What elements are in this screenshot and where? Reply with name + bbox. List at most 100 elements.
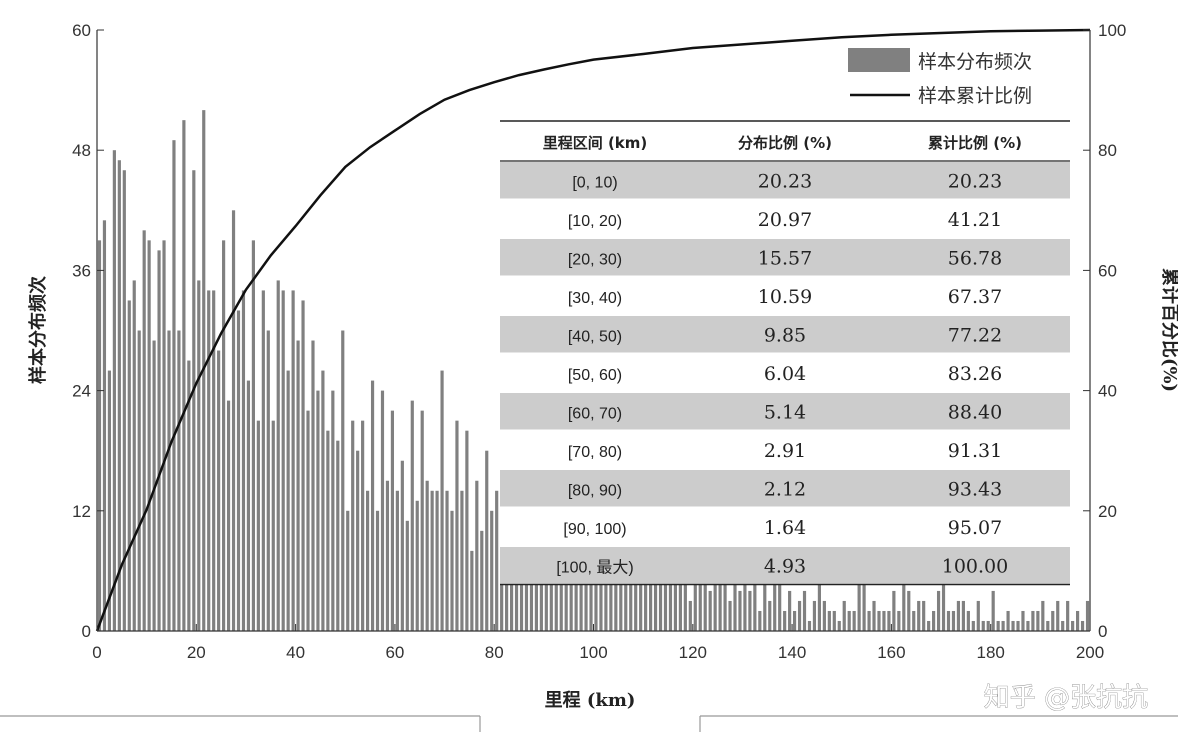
histogram-bar bbox=[276, 280, 280, 631]
histogram-bar bbox=[122, 170, 126, 632]
table-cell: [70, 80) bbox=[568, 444, 622, 461]
table-header-cell: 累计比例 (%) bbox=[928, 134, 1022, 152]
y-axis-right-title: 累计百分比(%) bbox=[1159, 268, 1178, 392]
table-cell: 20.23 bbox=[758, 170, 812, 192]
histogram-bar bbox=[936, 590, 941, 631]
histogram-bar bbox=[887, 610, 891, 631]
legend-bar-label: 样本分布频次 bbox=[918, 51, 1032, 73]
histogram-bar bbox=[996, 620, 1000, 631]
histogram-bar bbox=[370, 380, 375, 631]
y-axis-left-title: 样本分布频次 bbox=[27, 276, 49, 384]
histogram-bar bbox=[1061, 620, 1065, 631]
table-cell: 5.14 bbox=[764, 401, 806, 423]
histogram-bar bbox=[956, 600, 961, 631]
table-row-stripe bbox=[500, 162, 1070, 199]
histogram-bar bbox=[470, 550, 474, 631]
histogram-bar bbox=[604, 560, 608, 631]
histogram-bar bbox=[241, 290, 246, 631]
histogram-bar bbox=[147, 240, 151, 631]
table-cell: 93.43 bbox=[948, 478, 1002, 500]
histogram-bar bbox=[301, 300, 305, 631]
histogram-bar bbox=[892, 590, 896, 631]
histogram-bar bbox=[212, 290, 216, 631]
table-cell: 41.21 bbox=[948, 209, 1002, 231]
table-cell: 20.97 bbox=[758, 209, 812, 231]
histogram-bar bbox=[738, 590, 742, 631]
x-tick-label: 200 bbox=[1076, 643, 1104, 662]
y-right-tick-label: 100 bbox=[1098, 21, 1126, 40]
histogram-bar bbox=[723, 570, 727, 631]
histogram-bar bbox=[395, 490, 399, 631]
histogram-bar bbox=[207, 290, 211, 631]
histogram-bar bbox=[941, 580, 946, 631]
table-cell: [50, 60) bbox=[568, 367, 622, 384]
histogram-bar bbox=[609, 570, 613, 631]
histogram-bar bbox=[877, 610, 881, 631]
histogram-bar bbox=[1031, 610, 1035, 631]
x-tick-label: 80 bbox=[485, 643, 504, 662]
histogram-bar bbox=[296, 340, 300, 631]
y-left-tick-label: 60 bbox=[72, 21, 91, 40]
table-row-stripe bbox=[500, 316, 1070, 353]
histogram-bar bbox=[946, 610, 951, 631]
histogram-bar bbox=[222, 240, 226, 631]
x-tick-label: 140 bbox=[778, 643, 806, 662]
histogram-bar bbox=[832, 610, 836, 631]
histogram-bar bbox=[693, 570, 697, 631]
histogram-bar bbox=[569, 570, 573, 631]
table-row-stripe bbox=[500, 470, 1070, 507]
histogram-bar bbox=[197, 280, 201, 631]
histogram-bar bbox=[1016, 620, 1020, 631]
histogram-bar bbox=[1006, 610, 1010, 631]
histogram-bar bbox=[157, 250, 161, 631]
table-cell: 9.85 bbox=[764, 324, 806, 346]
histogram-bar bbox=[922, 600, 926, 631]
histogram-bar bbox=[246, 380, 251, 631]
histogram-bar bbox=[961, 600, 965, 631]
x-tick-label: 60 bbox=[385, 643, 404, 662]
histogram-bar bbox=[748, 590, 752, 631]
histogram-bar bbox=[236, 310, 241, 631]
histogram-bar bbox=[827, 610, 831, 631]
histogram-bar bbox=[639, 580, 643, 631]
histogram-bar bbox=[380, 390, 385, 631]
histogram-bar bbox=[1080, 620, 1085, 631]
histogram-bar bbox=[490, 510, 494, 631]
histogram-bar bbox=[743, 560, 747, 631]
table-cell: 91.31 bbox=[948, 440, 1002, 462]
histogram-bar bbox=[778, 570, 782, 631]
histogram-bar bbox=[256, 420, 260, 631]
histogram-bar bbox=[117, 160, 121, 631]
histogram-bar bbox=[137, 330, 141, 631]
histogram-bar bbox=[812, 600, 817, 631]
histogram-bar bbox=[107, 370, 111, 631]
histogram-bar bbox=[192, 170, 196, 632]
histogram-bar bbox=[927, 620, 931, 631]
table-cell: [90, 100) bbox=[563, 521, 626, 538]
histogram-bar bbox=[897, 610, 901, 631]
histogram-bar bbox=[753, 580, 757, 631]
histogram-bar bbox=[783, 610, 787, 631]
table-cell: 83.26 bbox=[948, 363, 1002, 385]
histogram-bar bbox=[326, 430, 330, 631]
histogram-bar bbox=[713, 560, 717, 631]
y-left-tick-label: 48 bbox=[72, 141, 91, 160]
histogram-bar bbox=[455, 420, 459, 631]
histogram-bar bbox=[728, 600, 732, 631]
table-row-stripe bbox=[500, 239, 1070, 276]
histogram-bar bbox=[981, 620, 985, 631]
histogram-bar bbox=[703, 570, 707, 631]
histogram-bar bbox=[822, 600, 826, 631]
histogram-bar bbox=[390, 410, 395, 631]
distribution-table: 里程区间 (km) 分布比例 (%) 累计比例 (%) [0, 10) 20.23 20.… bbox=[500, 120, 1070, 586]
histogram-bar bbox=[460, 490, 464, 631]
histogram-bar bbox=[917, 600, 921, 631]
histogram-bar bbox=[1076, 610, 1080, 631]
y-left-tick-label: 24 bbox=[72, 382, 91, 401]
histogram-bar bbox=[142, 230, 146, 631]
histogram-bar bbox=[1066, 600, 1070, 631]
x-tick-label: 120 bbox=[679, 643, 707, 662]
histogram-bar bbox=[1085, 600, 1090, 631]
x-tick-label: 100 bbox=[579, 643, 607, 662]
